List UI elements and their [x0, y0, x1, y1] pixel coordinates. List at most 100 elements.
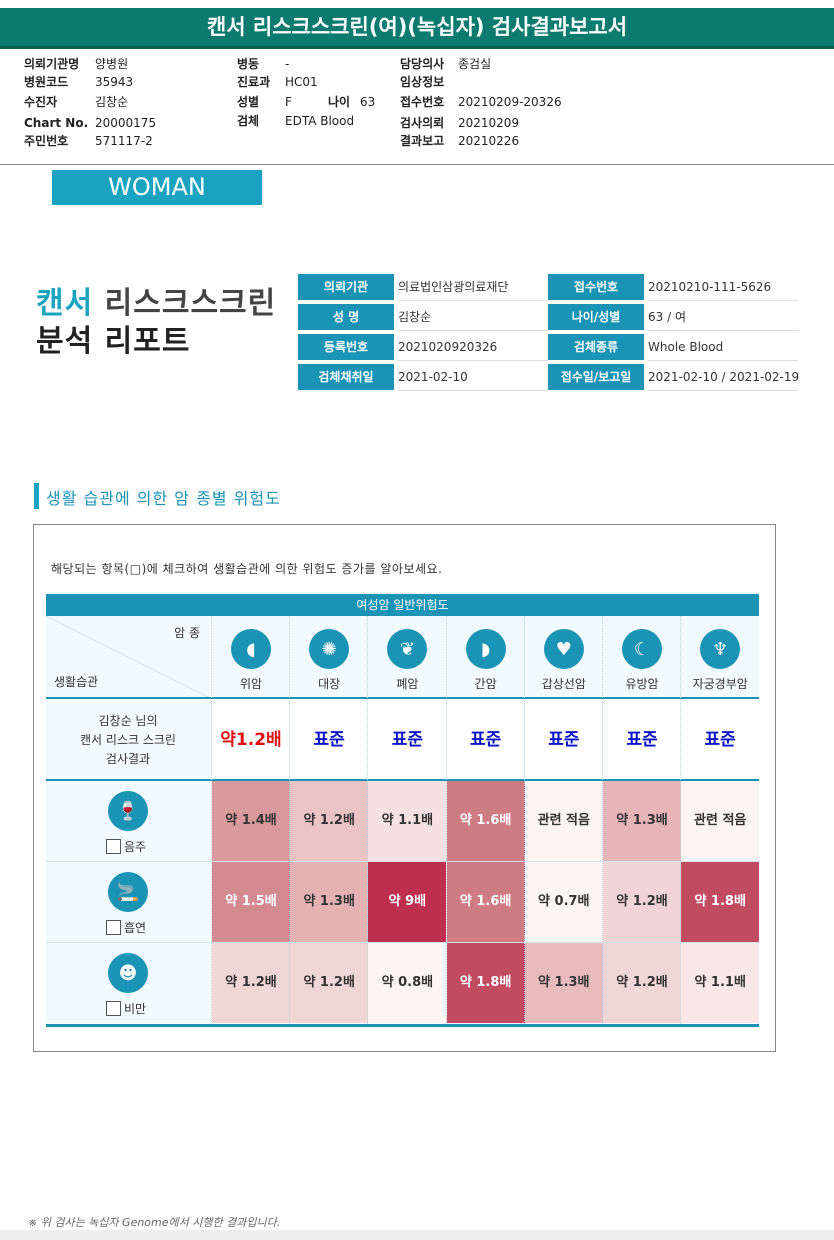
meta-label: 의뢰기관명 — [24, 57, 80, 71]
risk-cell: 약 1.1배 — [368, 781, 447, 861]
meta-value: 35943 — [95, 75, 134, 89]
cancer-column-header: ☾ 유방암 — [603, 616, 681, 698]
meta-value: - — [285, 57, 290, 71]
meta-label: 검사의뢰 — [400, 116, 445, 130]
smoking-icon: 🚬 — [108, 872, 148, 912]
report-title: 캔서 리스크스크린(여)(녹십자) 검사결과보고서 — [206, 15, 628, 39]
info-label: 검체채취일 — [298, 364, 394, 390]
footer-bar — [0, 1230, 834, 1240]
habit-checkbox[interactable] — [106, 920, 121, 935]
risk-cell: 약 1.3배 — [524, 943, 603, 1023]
info-value: 2021-02-10 / 2021-02-19 — [648, 364, 799, 391]
cancer-name: 갑상선암 — [541, 677, 586, 691]
liver-icon: ◗ — [465, 629, 506, 669]
meta-label: 병동 — [237, 57, 260, 71]
cancer-column-header: ♆ 자궁경부암 — [681, 616, 760, 698]
cancer-name: 자궁경부암 — [692, 677, 748, 691]
info-label: 접수번호 — [548, 274, 644, 300]
cancer-name: 위암 — [239, 677, 263, 691]
habit-row-label: ☻ 비만 — [46, 943, 210, 1023]
risk-cell: 약 1.2배 — [603, 943, 681, 1023]
risk-cell: 약 1.8배 — [681, 862, 760, 942]
age-value: 63 — [360, 95, 376, 109]
meta-value: 양병원 — [95, 57, 129, 71]
meta-label: 주민번호 — [24, 134, 69, 148]
table-vline — [523, 616, 526, 1024]
meta-label: 담당의사 — [400, 57, 445, 71]
table-hline — [46, 942, 759, 943]
info-label: 등록번호 — [298, 334, 394, 360]
habit-row-label: 🍷 음주 — [46, 781, 210, 861]
habit-checkbox[interactable] — [106, 1001, 121, 1016]
habit-name: 흡연 — [124, 921, 147, 935]
meta-label: 진료과 — [237, 75, 271, 89]
info-value: 2021020920326 — [398, 334, 548, 361]
thyroid-icon: ♥ — [543, 629, 584, 669]
meta-value: 20210209 — [458, 116, 520, 130]
risk-cell: 관련 적음 — [681, 781, 760, 861]
table-vline — [289, 616, 291, 1024]
result-value: 표준 — [469, 730, 502, 750]
info-label: 접수일/보고일 — [548, 364, 644, 390]
table-hline — [46, 779, 759, 781]
result-value: 표준 — [391, 730, 424, 750]
result-label-line3: 검사결과 — [105, 752, 151, 766]
result-value: 표준 — [313, 730, 345, 750]
risk-cell: 약 1.3배 — [290, 862, 369, 942]
meta-value: 571117-2 — [95, 134, 153, 148]
risk-cell: 약 1.4배 — [212, 781, 290, 861]
breast-icon: ☾ — [622, 629, 662, 669]
report-heading-rest: 리스크스크린 — [93, 286, 277, 321]
info-label: 의뢰기관 — [298, 274, 394, 300]
meta-label: 성별 — [237, 95, 260, 109]
footer-note: ※ 위 검사는 녹십자 Genome에서 시행한 결과입니다. — [28, 1216, 281, 1229]
habit-checkbox[interactable] — [106, 839, 121, 854]
info-value: 의료법인삼광의료재단 — [398, 274, 548, 301]
obesity-icon: ☻ — [108, 953, 148, 993]
section-marker — [34, 483, 39, 509]
result-label-line2: 캔서 리스크 스크린 — [80, 733, 176, 747]
corner-diagonal — [46, 616, 210, 698]
risk-cell: 약 0.8배 — [368, 943, 447, 1023]
result-value: 약1.2배 — [220, 730, 282, 750]
risk-cell: 약 0.7배 — [524, 862, 603, 942]
meta-value: 20210226 — [458, 134, 520, 148]
cancer-column-header: ◗ 간암 — [446, 616, 525, 698]
woman-badge: WOMAN — [52, 170, 262, 205]
corner-cell: 암 종 생활습관 — [46, 616, 210, 698]
risk-cell: 약 1.2배 — [290, 943, 369, 1023]
meta-label: 임상정보 — [400, 75, 445, 89]
meta-label: 검체 — [237, 114, 260, 128]
result-value: 표준 — [548, 730, 580, 750]
cancer-column-header: ♥ 갑상선암 — [524, 616, 603, 698]
age-label: 나이 — [328, 95, 351, 109]
risk-table-frame — [33, 524, 776, 1052]
info-value: 63 / 여 — [648, 304, 798, 331]
meta-value: F — [285, 95, 292, 109]
drinking-icon: 🍷 — [108, 791, 148, 831]
stomach-icon: ◖ — [231, 629, 271, 669]
habit-name: 음주 — [124, 840, 147, 854]
habit-name: 비만 — [124, 1002, 147, 1016]
table-vline — [367, 616, 369, 1024]
risk-cell: 약 1.6배 — [446, 862, 525, 942]
info-label: 검체종류 — [548, 334, 644, 360]
meta-label: 접수번호 — [400, 95, 445, 109]
table-title: 여성암 일반위험도 — [46, 594, 759, 616]
info-value: 김창순 — [398, 304, 548, 331]
risk-cell: 약 1.1배 — [681, 943, 760, 1023]
info-label: 성 명 — [298, 304, 394, 330]
result-value: 표준 — [704, 730, 736, 750]
meta-label: 병원코드 — [24, 75, 69, 89]
table-vline — [680, 616, 682, 1024]
cancer-name: 간암 — [474, 677, 497, 691]
table-hline — [46, 697, 759, 699]
table-vline — [445, 616, 448, 1024]
table-hline — [46, 1024, 759, 1027]
meta-label: Chart No. — [24, 116, 89, 130]
info-value: Whole Blood — [648, 334, 798, 361]
meta-value: 20000175 — [95, 116, 157, 130]
report-heading-line2: 분석 리포트 — [36, 324, 191, 359]
risk-cell: 약 1.6배 — [446, 781, 525, 861]
cancer-column-header: ◖ 위암 — [212, 616, 290, 698]
